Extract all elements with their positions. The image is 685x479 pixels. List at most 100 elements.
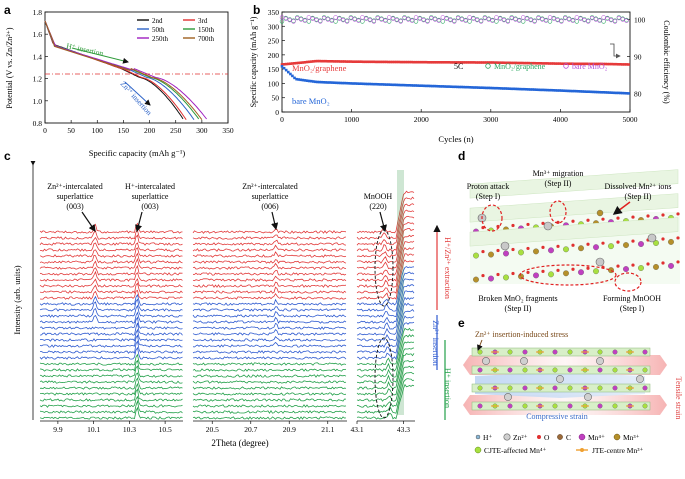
b-xtick-label: 5000	[623, 115, 638, 124]
panel-b: b 0 1000 2000 3000 4000 5000 0 50 100 150 200 250 30…	[249, 3, 671, 144]
b-capacity-point	[322, 81, 326, 84]
c-trace	[39, 252, 183, 264]
b-ce-point	[398, 19, 403, 24]
b-capacity-point	[474, 86, 478, 89]
b-capacity-point	[303, 79, 307, 82]
panel-e-legend: H⁺ Zn²⁺ O C Mn⁴⁺ Mn³⁺ CJTE-affected Mn⁴⁺…	[474, 433, 643, 455]
b-capacity-point	[554, 89, 557, 92]
ann-mnooh-arrow	[379, 211, 387, 233]
b-capacity-point	[322, 59, 326, 63]
b-capacity-point	[600, 91, 603, 94]
panel-a: a 0 50 100 150 200 250 300 350 0.8 1.0 1.2 1.4 1.6 1.…	[4, 3, 234, 158]
c-trace	[39, 311, 183, 324]
b-capacity-point	[604, 62, 607, 66]
c-trace	[39, 229, 183, 240]
b-capacity-point	[543, 88, 547, 92]
b-capacity-point	[422, 60, 426, 64]
panel-b-ylabel-right: Coulombic efficiency (%)	[662, 20, 671, 104]
b-ce-point	[321, 15, 327, 21]
b-capacity-point	[293, 62, 296, 65]
b-capacity-point	[287, 70, 290, 74]
c-trace	[192, 410, 347, 414]
a-xtick-label: 100	[92, 126, 104, 135]
b-capacity-point	[514, 87, 518, 91]
c-trace	[192, 281, 347, 288]
proton-attack-l2: (Step I)	[476, 192, 501, 201]
c-trace	[39, 298, 183, 312]
b-capacity-point	[424, 84, 428, 88]
c-xtick-label: 10.3	[123, 425, 136, 434]
c-trace	[39, 399, 183, 414]
panel-d: d Proton attack (Step I) Mn³⁺ migration …	[458, 149, 680, 313]
mnooh-highlight-upper	[374, 229, 394, 307]
c-xtick-label: 43.1	[350, 425, 363, 434]
b-ce-point	[410, 18, 415, 23]
b-capacity-point	[408, 60, 411, 64]
b-ce-point	[601, 15, 606, 20]
b-capacity-point	[314, 80, 317, 84]
c-trace	[356, 352, 415, 390]
d-mn-atom	[473, 252, 479, 259]
legend-h-marker	[475, 434, 481, 440]
b-capacity-point	[479, 61, 482, 64]
c-trace	[356, 247, 415, 288]
rate-label: 5C	[454, 62, 463, 71]
b-capacity-point	[520, 87, 524, 91]
b-ce-point	[287, 17, 292, 23]
b-xtick-label: 1000	[344, 115, 359, 124]
c-trace	[39, 372, 183, 384]
b-capacity-point	[358, 82, 361, 85]
b-ce-point	[333, 19, 338, 24]
c-trace	[192, 356, 347, 360]
c-trace	[192, 368, 347, 372]
b-xtick-label: 0	[280, 115, 284, 124]
c-trace	[39, 346, 183, 360]
b-xtick-label: 3000	[483, 115, 498, 124]
b-capacity-point	[447, 85, 451, 88]
c-xtick-label: 43.3	[397, 425, 410, 434]
c-trace	[356, 296, 415, 336]
panel-d-letter: d	[458, 149, 465, 163]
b-capacity-point	[330, 60, 334, 63]
d-mn-atom	[488, 251, 494, 258]
b-ce-point	[536, 15, 541, 21]
b-capacity-point	[362, 82, 365, 86]
e-mn-atom	[507, 367, 513, 373]
b-capacity-point	[324, 59, 328, 63]
b-capacity-point	[535, 88, 538, 91]
c-trace	[192, 259, 347, 264]
b-capacity-point	[441, 85, 445, 88]
b-ce-point	[432, 17, 438, 22]
b-capacity-point	[581, 62, 584, 66]
c-xtick-label: 9.9	[53, 425, 63, 434]
ann-zn-003-arrow	[81, 211, 96, 232]
b-capacity-point	[439, 85, 442, 88]
b-ce-point	[344, 19, 350, 24]
b-capacity-point	[497, 61, 501, 64]
b-capacity-point	[522, 87, 526, 91]
b-capacity-point	[401, 83, 405, 87]
ann-h-003-l2: superlattice	[132, 192, 169, 201]
c-trace	[192, 341, 347, 348]
d-o-atom	[646, 214, 650, 218]
b-capacity-point	[303, 61, 307, 64]
e-mn-atom	[567, 367, 573, 373]
d-proton-attack-ring	[481, 204, 503, 232]
b-capacity-point	[312, 60, 315, 63]
d-mn-atom	[563, 246, 569, 253]
c-trace	[39, 265, 183, 276]
c-xtick-label: 10.5	[159, 425, 172, 434]
c-trace	[356, 383, 415, 420]
c-trace	[356, 327, 415, 366]
b-capacity-point	[474, 61, 478, 64]
e-mn-atom	[507, 403, 513, 409]
b-ce-point	[413, 19, 419, 24]
b-capacity-point	[385, 83, 388, 86]
b-capacity-point	[541, 62, 545, 65]
b-ce-point	[612, 19, 618, 24]
b-capacity-point	[335, 60, 338, 63]
c-trace	[192, 386, 347, 390]
c-xtick-label: 10.1	[87, 425, 100, 434]
b-capacity-point	[431, 61, 434, 64]
e-zn-ion	[504, 393, 512, 401]
